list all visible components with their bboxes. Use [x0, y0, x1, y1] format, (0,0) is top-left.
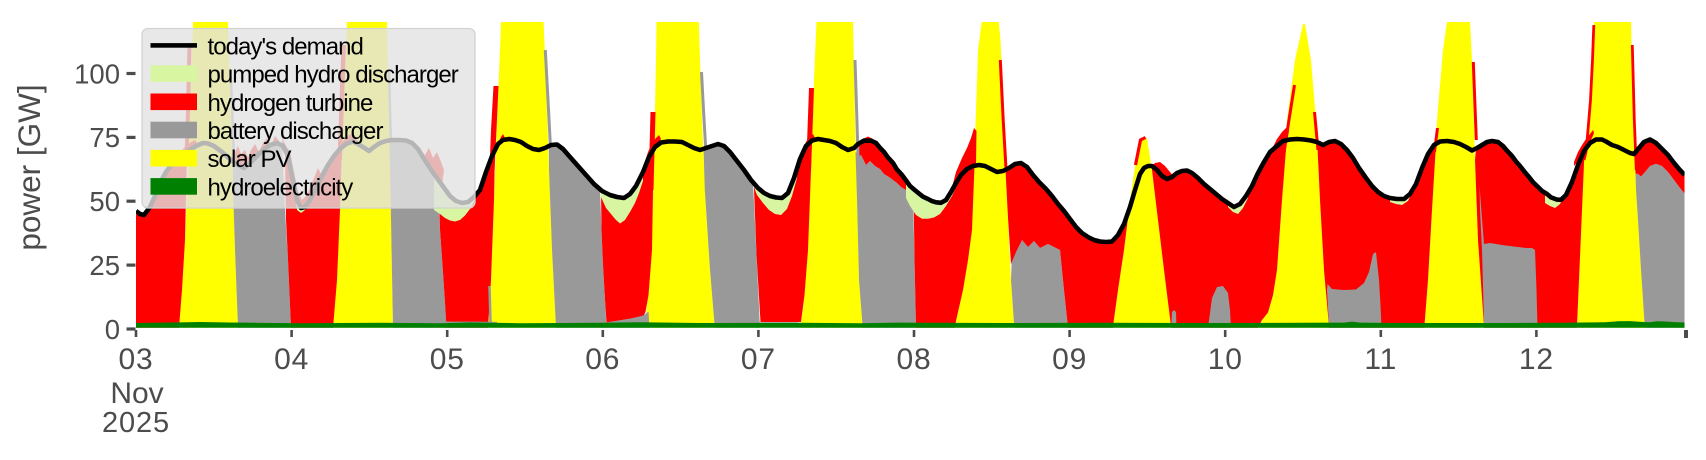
svg-text:pumped hydro discharger: pumped hydro discharger [208, 62, 459, 89]
svg-text:2025: 2025 [102, 407, 170, 439]
svg-text:08: 08 [897, 343, 932, 376]
svg-text:75: 75 [89, 122, 120, 153]
svg-text:hydroelectricity: hydroelectricity [208, 174, 354, 201]
svg-text:10: 10 [1208, 343, 1243, 376]
svg-text:09: 09 [1052, 343, 1087, 376]
svg-text:25: 25 [89, 250, 120, 281]
svg-text:04: 04 [274, 343, 309, 376]
svg-text:0: 0 [105, 314, 120, 345]
svg-text:07: 07 [741, 343, 776, 376]
svg-text:power [GW]: power [GW] [11, 84, 47, 250]
svg-text:100: 100 [74, 58, 120, 89]
svg-text:battery discharger: battery discharger [208, 118, 384, 145]
svg-text:solar PV: solar PV [208, 146, 292, 173]
svg-text:today's demand: today's demand [208, 33, 363, 60]
svg-text:Nov: Nov [110, 377, 163, 410]
svg-text:11: 11 [1364, 343, 1397, 376]
svg-text:03: 03 [119, 343, 154, 376]
svg-text:05: 05 [430, 343, 465, 376]
svg-text:50: 50 [89, 186, 120, 217]
svg-text:06: 06 [585, 343, 620, 376]
svg-text:12: 12 [1519, 343, 1554, 376]
svg-text:hydrogen turbine: hydrogen turbine [208, 90, 374, 117]
